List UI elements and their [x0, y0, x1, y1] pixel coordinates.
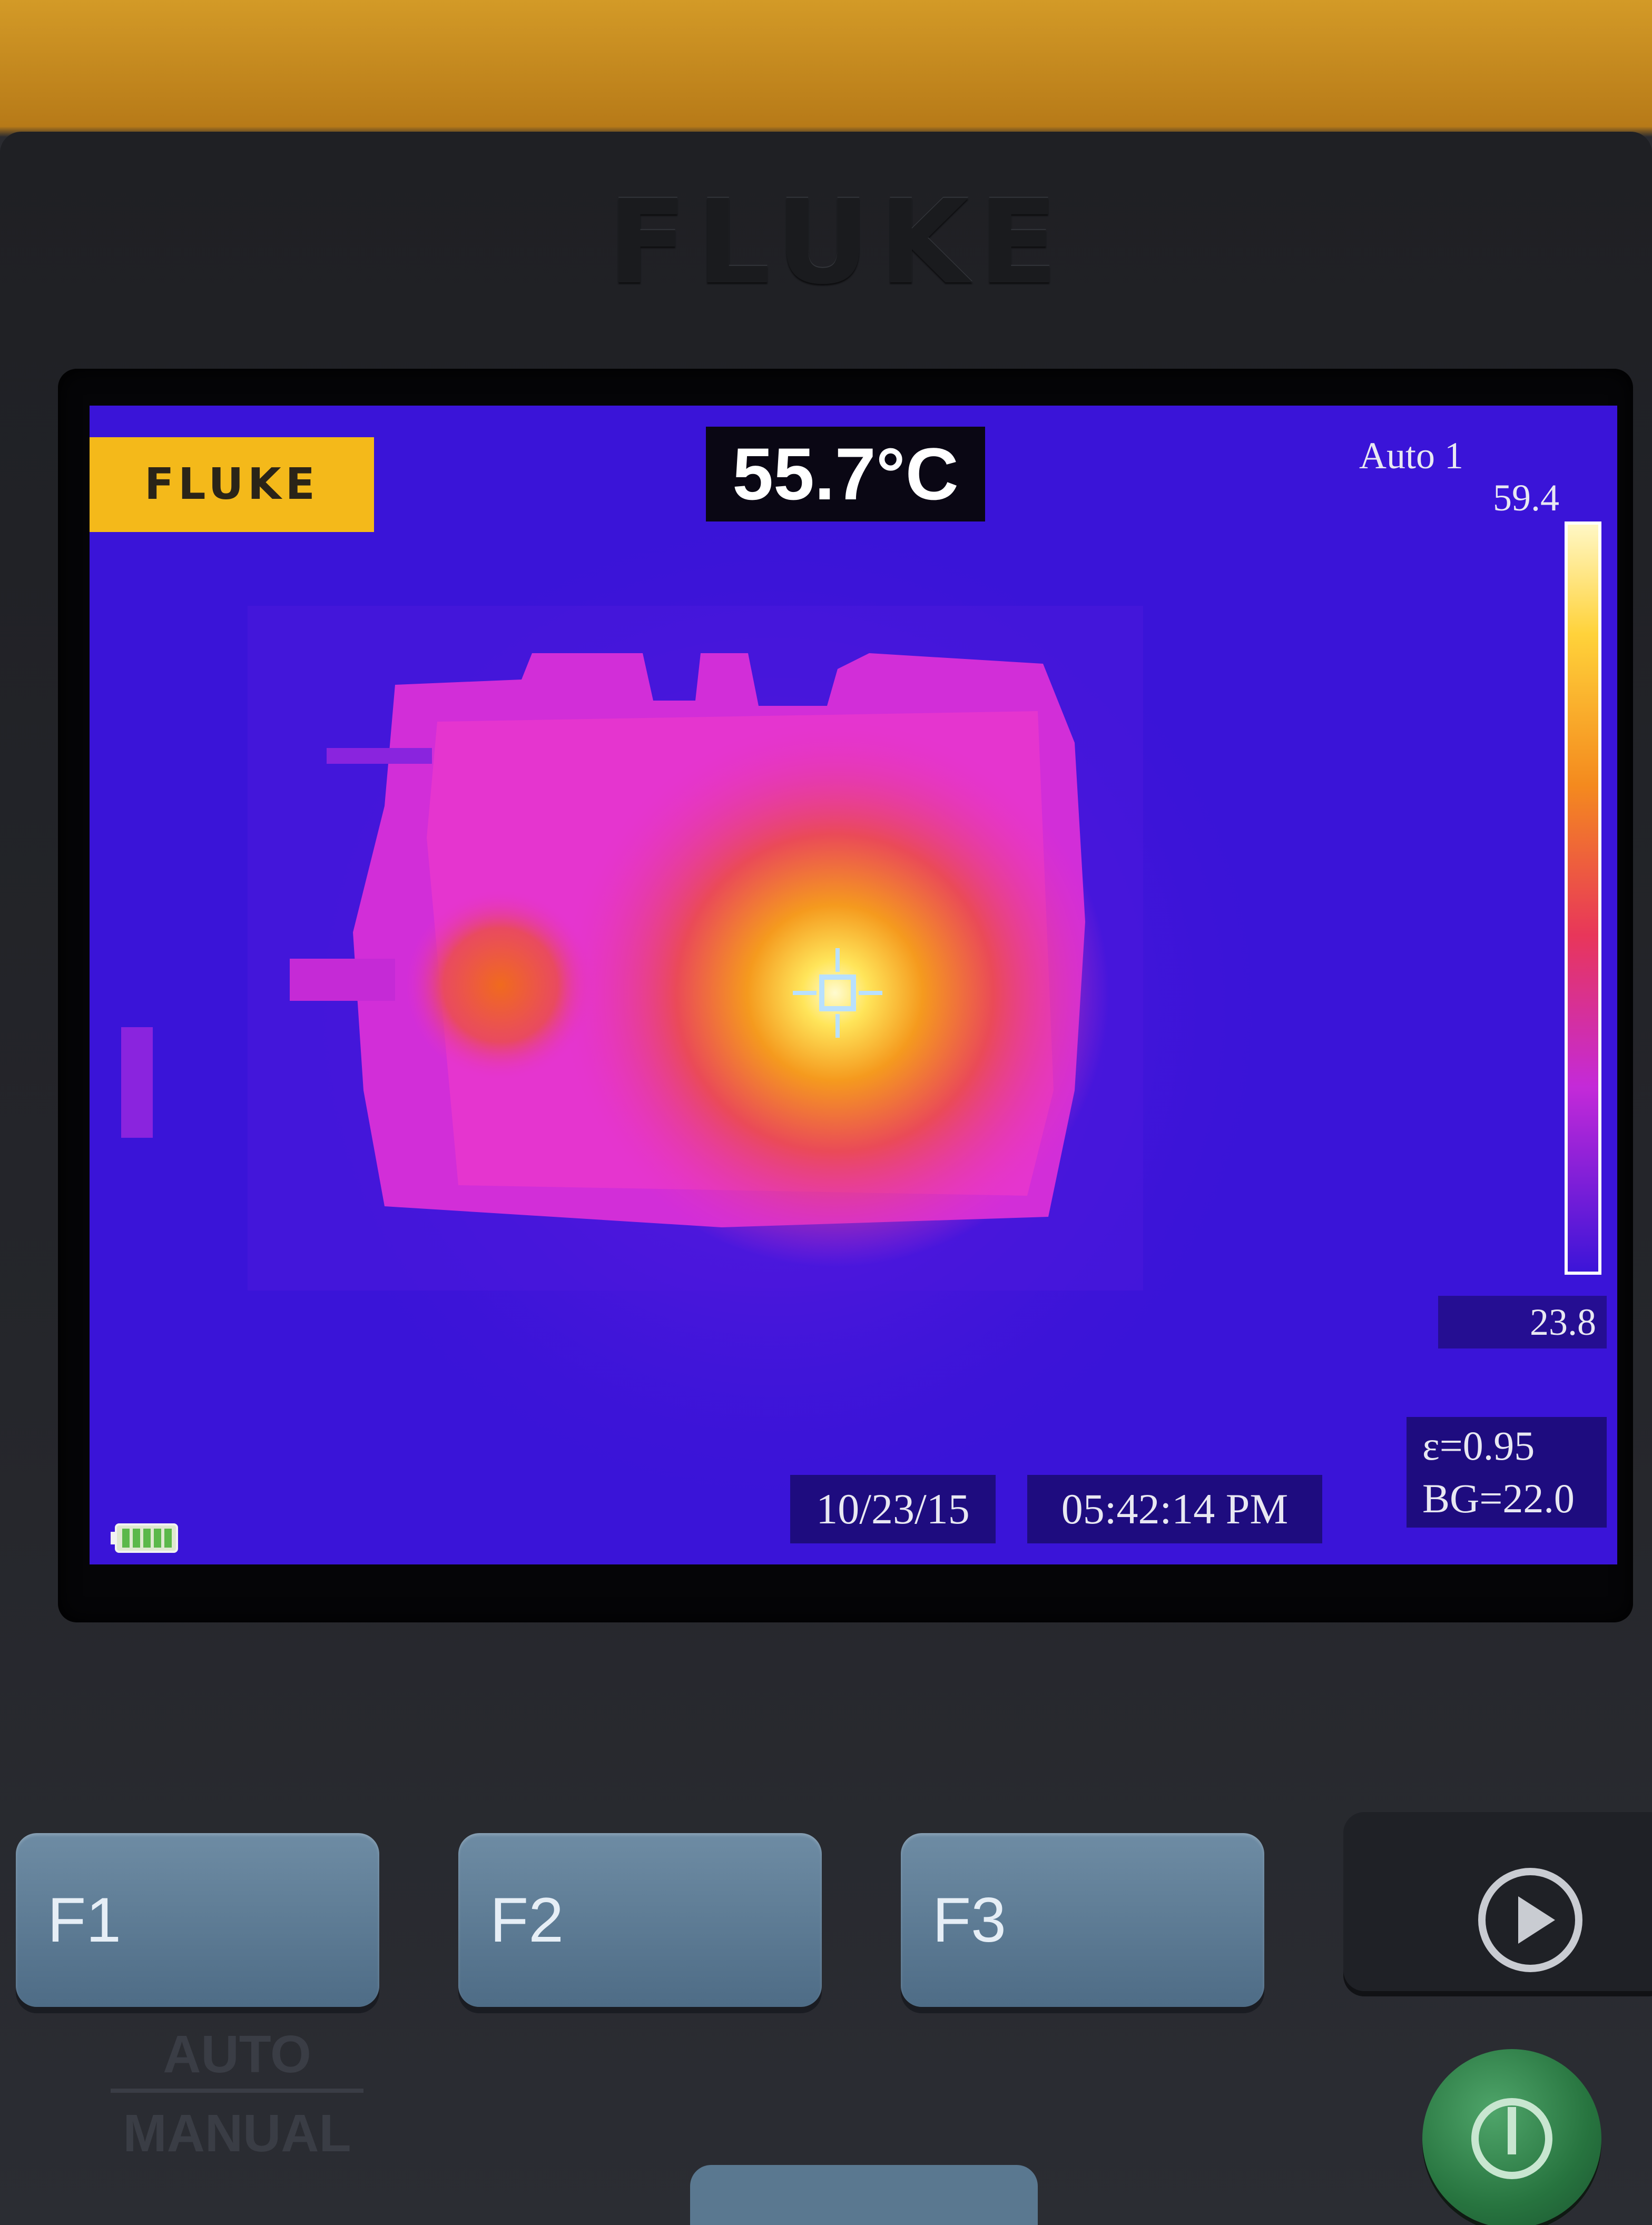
f1-manual-label: MANUAL [123, 2104, 351, 2163]
f1-auto-label: AUTO [163, 2025, 311, 2084]
battery-full-icon [111, 1523, 178, 1553]
capture-date: 10/23/15 [790, 1475, 996, 1543]
emissivity-value: ε=0.95 [1422, 1423, 1535, 1469]
spot-temperature-readout: 55.7°C [706, 427, 985, 521]
scale-max-value: 59.4 [1493, 477, 1559, 519]
background-temp-value: BG=22.0 [1422, 1475, 1575, 1521]
f1-button[interactable]: F1 [16, 1833, 379, 2007]
playback-button[interactable] [1343, 1812, 1652, 1991]
capture-time: 05:42:14 PM [1027, 1475, 1322, 1543]
engraved-brand-logo: FLUKE [607, 175, 1068, 310]
f2-button[interactable]: F2 [458, 1833, 822, 2007]
fluke-logo-badge: FLUKE [90, 437, 374, 532]
scale-min-value: 23.8 [1438, 1296, 1607, 1348]
bottom-center-button[interactable] [690, 2165, 1038, 2225]
f3-button[interactable]: F3 [901, 1833, 1264, 2007]
f1-label-divider [111, 2089, 363, 2093]
palette-mode-label: Auto 1 [1359, 435, 1463, 477]
emissivity-info: ε=0.95 BG=22.0 [1407, 1417, 1607, 1528]
play-icon [1478, 1868, 1582, 1972]
center-crosshair-icon [793, 948, 882, 1038]
power-icon [1471, 2098, 1552, 2179]
thermal-display: FLUKE 55.7°C Auto 1 59.4 23.8 ε=0.95 BG=… [90, 406, 1617, 1564]
color-scale-bar [1565, 521, 1601, 1275]
